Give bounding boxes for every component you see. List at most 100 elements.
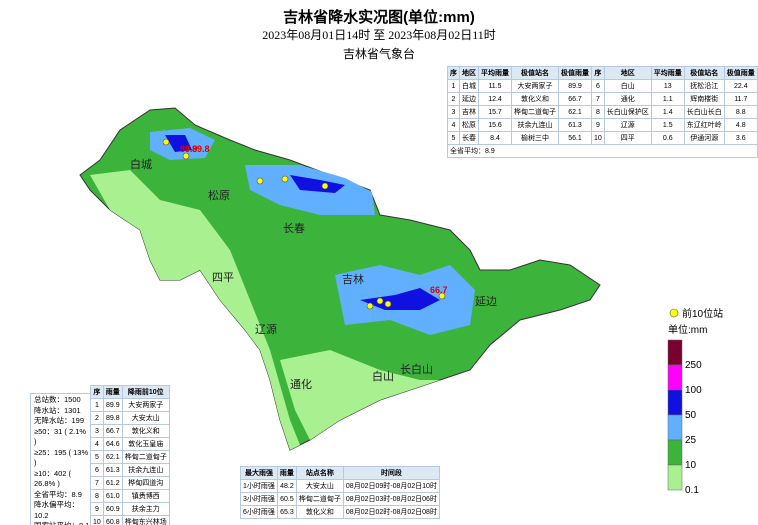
cell: 3 [90,424,104,438]
cell: 8 [90,489,104,503]
legend-swatch [667,364,683,391]
cell: 7 [591,92,605,106]
cell: 62.1 [102,450,123,464]
cell: 扶余九连山 [511,118,559,132]
cell: 松原 [459,118,479,132]
cell: 08月02日03时-08月02日06时 [342,492,440,506]
cell: 61.0 [102,489,123,503]
cell: 0.6 [650,131,685,145]
cell: 3小时雨强 [240,492,278,506]
cell: 3 [447,105,460,119]
footer: 全省平均：8.9 [447,144,758,158]
cell: 89.8 [102,411,123,425]
cell: 66.7 [102,424,123,438]
light-area [280,350,440,440]
intensity-table: 最大雨强 雨量 站点名称 时间段 1小时雨强 48.2 大安太山 08月02日09时-08月0… [240,466,440,519]
region-label: 通化 [290,377,312,391]
cell: 大安两家子 [511,79,559,93]
cell: 66.7 [558,92,592,106]
light-area [90,170,300,450]
cell: 四平 [603,131,652,145]
cell: 4 [90,437,104,451]
stations [162,138,679,318]
column-header: 站点名称 [295,466,344,480]
row: 7 61.2 桦甸四道沟 [90,476,170,490]
legend-station: 前10位站 [682,307,723,320]
column-header: 时间段 [342,466,440,480]
cell: 桦甸二道甸子 [511,105,559,119]
cell: 桦甸二道甸子 [295,492,344,506]
top10-table: 序雨量 降雨前10位 1 89.9 大安两家子 2 89.8 大安太山 3 66.7 敦化义和 4 64… [90,385,170,525]
row: 9 60.9 扶余主力 [90,502,170,516]
stat: 国家站平均：8.1 [34,521,90,525]
cell: 长白山保护区 [603,105,652,119]
row: 1 白城 11.5 大安两家子 89.9 6 白山 13 抚松沿江 22.4 [447,79,758,93]
cell: 桦甸东兴林场 [121,515,170,525]
cell: 22.4 [723,79,758,93]
cell: 大安两家子 [121,398,170,412]
cell: 10 [90,515,104,525]
stat: ≥50：31 ( 2.1% ) [34,426,87,447]
rain-50 [165,135,192,152]
cell: 1.4 [650,105,685,119]
cell: 1小时雨强 [240,479,278,493]
legend-swatch [667,439,683,466]
cell: 敦化义和 [121,424,170,438]
column-header: 极值雨量 [723,66,758,80]
column-header: 最大雨强 [240,466,278,480]
region-label: 松原 [208,188,230,202]
rain-50 [290,175,345,193]
cell: 9 [90,502,104,516]
cell: 60.9 [102,502,123,516]
station-label: 89.8 [192,144,210,154]
cell: 65.3 [276,505,297,519]
stat: ≥25：195 ( 13% ) [34,447,89,468]
legend-swatch [667,464,683,491]
cell: 08月02日02时-08月02日08时 [342,505,440,519]
cell: 敦化玉皇庙 [121,437,170,451]
cell: 抚松沿江 [683,79,725,93]
row: 2 89.8 大安太山 [90,411,170,425]
legend-swatch [667,389,683,416]
cell: 9 [591,118,605,132]
cell: 扶余九连山 [121,463,170,477]
cell: 敦化义和 [295,505,344,519]
legend-level: 100 [685,385,702,396]
column-header: 极值站名 [683,66,725,80]
subtitle: 2023年08月01日14时 至 2023年08月02日11时 [262,28,496,42]
row: 5 62.1 桦甸二道甸子 [90,450,170,464]
row: 10 60.8 桦甸东兴林场 [90,515,170,525]
cell: 56.1 [558,131,592,145]
cell: 2 [90,411,104,425]
cell: 大安太山 [295,479,344,493]
cell: 8.8 [723,105,758,119]
stat: 总站数：1500 [34,395,81,404]
region-label: 白城 [130,157,152,171]
cell: 1.5 [650,118,685,132]
cell: 辽源 [603,118,652,132]
row: 5 长春 8.4 榆树三中 56.1 10 四平 0.6 伊通河源 3.6 [447,131,758,145]
cell: 11.5 [478,79,512,93]
row: 4 64.6 敦化玉皇庙 [90,437,170,451]
cell: 61.2 [102,476,123,490]
column-header: 序 [447,66,460,80]
cell: 8.4 [478,131,512,145]
cell: 61.3 [102,463,123,477]
cell: 扶余主力 [121,502,170,516]
cell: 6小时雨强 [240,505,278,519]
cell: 89.9 [102,398,123,412]
row: 1小时雨强 48.2 大安太山 08月02日09时-08月02日10时 [240,479,440,493]
column-header: 地区 [459,66,479,80]
cell: 1.1 [650,92,685,106]
cell: 4.8 [723,118,758,132]
legend-unit: 单位:mm [668,323,707,336]
cell: 6 [90,463,104,477]
row: 8 61.0 镇赉博西 [90,489,170,503]
cell: 吉林 [459,105,479,119]
region-label: 白山 [372,369,394,383]
cell: 11.7 [723,92,758,106]
column-header: 雨量 [102,385,123,399]
row: 3 66.7 敦化义和 [90,424,170,438]
legend-level: 50 [685,410,697,421]
